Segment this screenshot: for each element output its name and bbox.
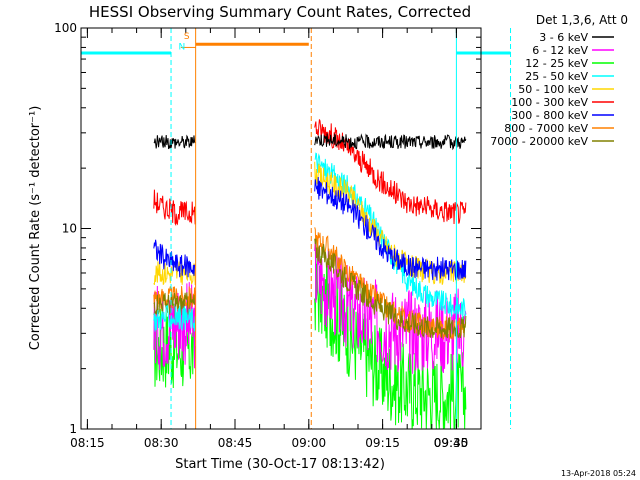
legend-label: 800 - 7000 keV bbox=[504, 122, 588, 135]
series-trace-3 bbox=[153, 304, 196, 332]
flag-annotation: N bbox=[178, 43, 185, 53]
series-trace-8 bbox=[153, 292, 196, 316]
series-trace-7 bbox=[314, 227, 467, 341]
series-trace-0 bbox=[314, 133, 467, 151]
series-trace-1 bbox=[314, 240, 467, 374]
x-tick-label: 09:00 bbox=[292, 436, 327, 450]
x-tick-label: 08:30 bbox=[144, 436, 179, 450]
legend-label: 25 - 50 keV bbox=[525, 70, 588, 83]
x-axis-label: Start Time (30-Oct-17 08:13:42) bbox=[175, 457, 385, 472]
legend-label: 50 - 100 keV bbox=[518, 83, 588, 96]
x-tick-label: 08:45 bbox=[218, 436, 253, 450]
legend-label: 300 - 800 keV bbox=[511, 109, 588, 122]
x-tick-label: 08:15 bbox=[70, 436, 105, 450]
series-trace-5 bbox=[153, 189, 196, 227]
observing-flags bbox=[80, 28, 512, 429]
flag-annotations: SN bbox=[178, 32, 189, 53]
y-tick-label: 10 bbox=[62, 222, 77, 236]
chart-title: HESSI Observing Summary Count Rates, Cor… bbox=[89, 3, 471, 21]
legend-header: Det 1,3,6, Att 0 bbox=[536, 13, 628, 27]
x-tick-label: 09:15 bbox=[365, 436, 400, 450]
render-timestamp: 13-Apr-2018 05:24 bbox=[561, 469, 636, 478]
x-tick-label: 09:30 bbox=[434, 436, 469, 450]
legend-label: 3 - 6 keV bbox=[539, 31, 588, 44]
y-axis-label: Corrected Count Rate (s⁻¹ detector⁻¹) bbox=[28, 106, 43, 351]
series-trace-5 bbox=[314, 119, 467, 225]
y-tick-label: 1 bbox=[69, 422, 77, 436]
legend-label: 6 - 12 keV bbox=[532, 44, 588, 57]
legend-label: 7000 - 20000 keV bbox=[490, 135, 588, 148]
flag-annotation: S bbox=[184, 32, 190, 42]
series-trace-6 bbox=[314, 177, 467, 281]
series-trace-0 bbox=[153, 134, 196, 150]
series-trace-2 bbox=[314, 251, 467, 430]
legend-label: 100 - 300 keV bbox=[511, 96, 588, 109]
series-trace-6 bbox=[153, 239, 196, 278]
y-tick-label: 100 bbox=[54, 21, 77, 35]
series-trace-8 bbox=[314, 238, 467, 339]
legend-label: 12 - 25 keV bbox=[525, 57, 588, 70]
series-traces bbox=[153, 119, 467, 430]
y-axis-ticks: 1 10 100 bbox=[54, 21, 481, 436]
series-trace-7 bbox=[153, 286, 196, 310]
x-tick-label: 09:45 bbox=[434, 436, 469, 450]
